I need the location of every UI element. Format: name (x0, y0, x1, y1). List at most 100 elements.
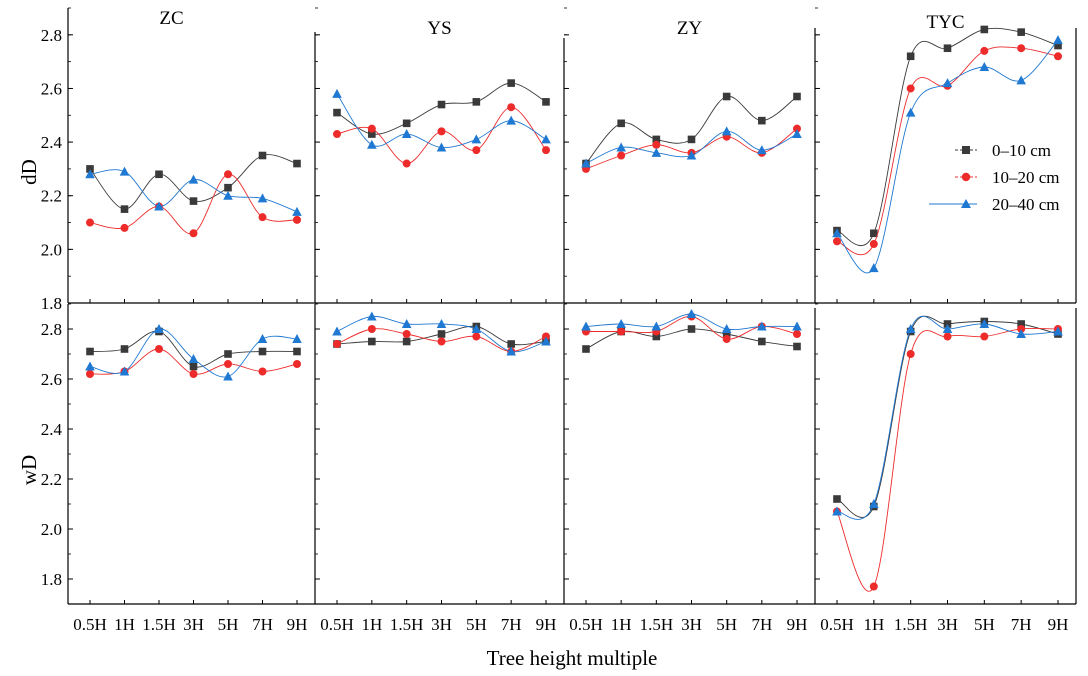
data-point-square (793, 92, 801, 101)
data-point-circle (869, 582, 878, 591)
data-point-square (793, 342, 801, 351)
x-tick-label: 3H (937, 615, 958, 634)
panel-tyc-dd: TYC (814, 7, 1077, 304)
series-10-20-cm (833, 325, 1062, 592)
panel-ys-wd: 0.5H 1H 1.5H 3H 5H 7H 9H (314, 303, 564, 634)
data-point-circle (367, 124, 376, 133)
data-point-circle (189, 229, 198, 238)
series-0-10-cm (86, 151, 301, 213)
data-point-square (258, 347, 267, 356)
data-point-square (293, 159, 301, 168)
series-20-40-cm (332, 88, 551, 152)
x-tick-label: 3H (431, 615, 452, 634)
data-point-square (333, 108, 341, 117)
data-point-square (943, 44, 952, 53)
y-tick-label: 2.2 (41, 187, 62, 206)
data-point-square (652, 135, 661, 144)
data-point-square (507, 79, 515, 87)
data-point-square (402, 337, 411, 346)
data-point-circle (86, 370, 94, 378)
series-20-40-cm (832, 315, 1063, 520)
data-point-triangle (757, 145, 767, 155)
series-20-40-cm (832, 35, 1063, 274)
series-10-20-cm (333, 325, 550, 356)
x-tick-label: 7H (1011, 615, 1032, 634)
panel-zc-wd: 1.8 2.0 2.2 2.4 2.6 2.8 0.5H 1H 1.5H 3H 5H 7H 9H (41, 303, 315, 634)
panel-title: ZC (159, 8, 183, 29)
data-point-square (870, 229, 878, 238)
x-tick-label: 5H (974, 615, 995, 634)
data-point-circle (833, 237, 841, 246)
data-point-triangle (792, 129, 802, 139)
x-tick-label: 0.5H (73, 615, 107, 634)
data-point-circle (980, 332, 989, 341)
data-point-triangle (686, 150, 697, 160)
data-point-triangle (471, 324, 482, 333)
data-point-square (652, 332, 661, 341)
x-tick-label: 0.5H (820, 615, 854, 634)
series-20-40-cm (85, 166, 302, 216)
data-point-square (1017, 320, 1025, 328)
data-point-circle (224, 170, 232, 179)
data-point-square (758, 116, 766, 125)
data-point-triangle (757, 321, 767, 331)
series-20-40-cm (581, 126, 802, 168)
data-point-triangle (942, 324, 953, 333)
panel-zy-wd: 0.5H 1H 1.5H 3H 5H 7H 9H (563, 303, 815, 634)
panel-tyc-wd: 0.5H 1H 1.5H 3H 5H 7H 9H (814, 303, 1077, 634)
data-point-triangle (292, 334, 302, 343)
data-point-square (687, 135, 696, 144)
x-tick-label: 9H (536, 615, 557, 634)
panels: 1.8 2.0 2.2 2.4 2.6 2.8 ZC YS ZY TYC 1.8 2.0 2.2 2.4 2… (41, 7, 1077, 634)
data-point-triangle (367, 311, 377, 321)
data-point-triangle (332, 326, 342, 336)
x-tick-label: 1H (611, 615, 632, 634)
panel-ys-dd: YS (314, 7, 564, 304)
data-point-square (189, 197, 198, 205)
data-point-circle (155, 345, 163, 353)
x-tick-label: 7H (751, 615, 772, 634)
data-point-circle (333, 340, 341, 348)
data-point-square (224, 183, 232, 192)
series-line (836, 315, 1059, 518)
data-point-triangle (942, 78, 953, 88)
series-0-10-cm (333, 79, 550, 138)
series-0-10-cm (86, 327, 301, 371)
panel-zy-dd: ZY (563, 7, 815, 304)
data-point-triangle (1016, 75, 1026, 85)
x-tick-label: 3H (681, 615, 702, 634)
panel-title: YS (427, 18, 451, 39)
y-tick-label: 2.2 (41, 470, 62, 489)
data-point-circle (333, 130, 341, 139)
data-point-circle (906, 350, 915, 358)
data-point-square (155, 170, 163, 179)
series-20-40-cm (85, 324, 302, 381)
data-point-triangle (292, 206, 302, 216)
legend-label-20-40cm: 20–40 cm (992, 195, 1060, 214)
panel-title: TYC (927, 12, 965, 33)
data-point-square (189, 362, 198, 371)
y-tick-label: 2.4 (41, 420, 63, 439)
data-point-square (368, 130, 376, 138)
data-point-circle (980, 46, 989, 55)
x-tick-label: 1H (863, 615, 884, 634)
data-point-triangle (119, 366, 130, 376)
x-tick-label: 9H (787, 615, 808, 634)
data-point-triangle (832, 228, 842, 238)
legend-label-10-20cm: 10–20 cm (992, 168, 1060, 187)
data-point-square (368, 337, 376, 346)
x-tick-label: 1.5H (390, 615, 424, 634)
data-point-circle (293, 360, 301, 368)
data-point-triangle (506, 346, 516, 356)
panel-zc-dd: 1.8 2.0 2.2 2.4 2.6 2.8 ZC (41, 7, 315, 313)
y-tick-label: 2.0 (41, 240, 62, 259)
data-point-triangle (869, 499, 879, 508)
xlabel: Tree height multiple (487, 646, 658, 670)
x-tick-label: 5H (466, 615, 487, 634)
data-point-circle (472, 332, 481, 341)
data-point-triangle (721, 126, 732, 136)
data-point-circle (437, 127, 446, 136)
data-point-triangle (979, 62, 990, 71)
x-tick-label: 7H (252, 615, 273, 634)
data-point-circle (943, 332, 952, 341)
